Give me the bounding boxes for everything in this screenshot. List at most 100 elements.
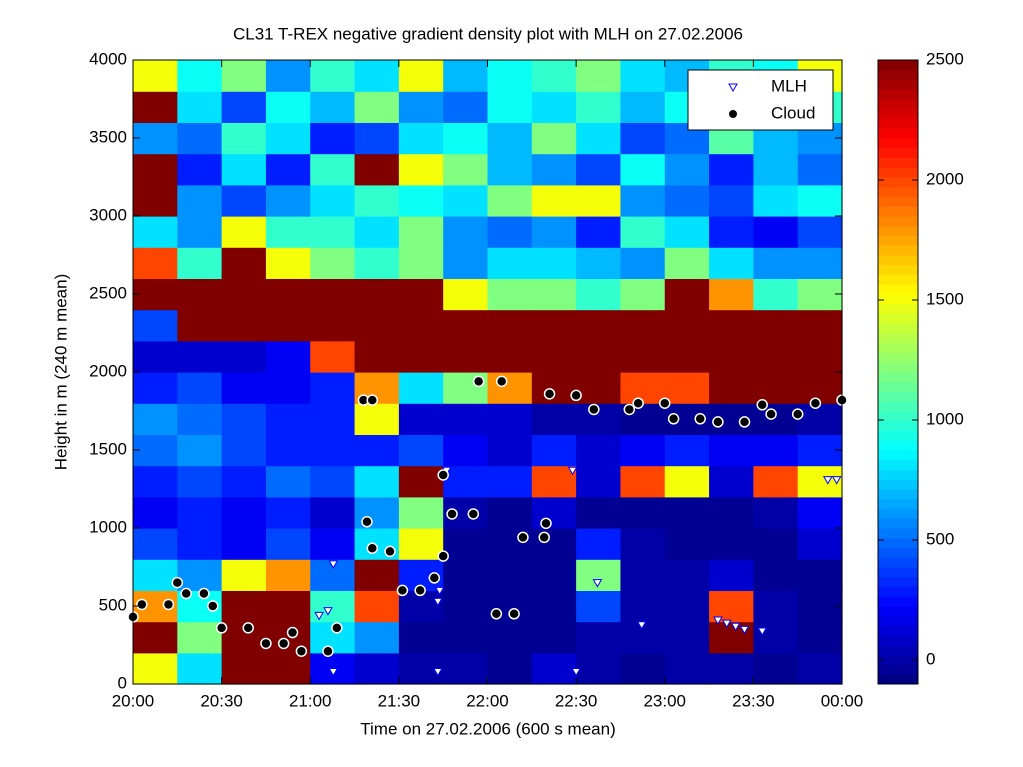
heatmap-cell	[133, 340, 178, 373]
heatmap-cell	[310, 340, 356, 373]
colorbar-segment	[878, 372, 918, 383]
heatmap-cell	[354, 434, 400, 467]
heatmap-cell	[177, 153, 223, 186]
heatmap-cell	[576, 122, 622, 155]
heatmap-cell	[664, 309, 710, 342]
colorbar-segment	[878, 615, 918, 626]
heatmap-cell	[354, 559, 400, 591]
heatmap-cell	[354, 122, 400, 155]
heatmap-cell	[310, 403, 356, 435]
heatmap-cell	[398, 184, 444, 217]
mlh-marker	[314, 611, 324, 621]
heatmap-cell	[753, 340, 799, 373]
mlh-marker	[567, 466, 578, 476]
heatmap-cell	[354, 590, 400, 623]
colorbar-segment	[878, 167, 918, 178]
heatmap-cell	[664, 528, 710, 560]
colorbar-segment	[878, 606, 918, 617]
cloud-marker	[361, 516, 373, 528]
colorbar-segment	[878, 567, 918, 578]
heatmap-cell	[576, 184, 622, 217]
colorbar-segment	[878, 235, 918, 246]
heatmap-cell	[443, 621, 489, 654]
heatmap-cell	[797, 309, 843, 342]
cloud-marker	[667, 413, 680, 425]
colorbar-segment	[878, 264, 918, 275]
heatmap-cell	[531, 309, 577, 342]
heatmap-cell	[177, 60, 223, 92]
heatmap-cell	[797, 403, 843, 435]
heatmap-cell	[354, 652, 400, 685]
cloud-marker	[538, 531, 550, 544]
colorbar-segment	[878, 196, 918, 207]
heatmap-cell	[576, 278, 622, 311]
heatmap-cell	[398, 309, 444, 342]
heatmap-cell	[531, 372, 577, 404]
heatmap-cell	[576, 590, 622, 623]
heatmap-cell	[531, 247, 577, 279]
colorbar-segment	[878, 625, 918, 636]
heatmap-cell	[221, 652, 267, 685]
heatmap-cell	[531, 278, 577, 311]
heatmap-cell	[664, 496, 710, 529]
heatmap-cell	[487, 153, 533, 186]
heatmap-cell	[531, 216, 577, 248]
colorbar-segment	[878, 674, 918, 685]
y-tick-label: 3500	[89, 127, 127, 146]
heatmap-cell	[177, 91, 223, 123]
heatmap-cell	[797, 340, 843, 373]
mlh-marker	[433, 668, 443, 677]
cloud-marker	[508, 608, 520, 620]
heatmap-cell	[177, 184, 223, 217]
cloud-marker	[517, 531, 529, 544]
heatmap-cell	[620, 528, 666, 560]
cloud-marker	[180, 587, 192, 600]
heatmap-cell	[443, 340, 489, 373]
heatmap-cell	[221, 340, 267, 373]
heatmap-cell	[310, 60, 356, 92]
heatmap-cell	[133, 434, 178, 467]
colorbar-segment	[878, 245, 918, 256]
heatmap-cell	[443, 528, 489, 560]
heatmap-cell	[576, 434, 622, 467]
x-tick-label: 21:00	[289, 691, 332, 710]
heatmap-cell	[310, 91, 356, 123]
colorbar-segment	[878, 147, 918, 158]
heatmap-cell	[133, 247, 178, 279]
heatmap-cell	[133, 309, 178, 342]
heatmap-cell	[487, 184, 533, 217]
heatmap-cell	[753, 184, 799, 217]
cloud-marker	[632, 397, 644, 409]
colorbar-segment	[878, 177, 918, 188]
heatmap-cell	[576, 91, 622, 123]
heatmap-cell	[753, 621, 799, 654]
heatmap-cell	[709, 247, 754, 279]
y-tick-label: 2500	[89, 283, 127, 302]
cloud-marker	[331, 622, 343, 634]
heatmap-cell	[443, 60, 489, 92]
legend-label: Cloud	[771, 103, 815, 122]
cloud-marker	[712, 416, 724, 428]
heatmap-cell	[753, 216, 799, 248]
colorbar-segment	[878, 420, 918, 431]
heatmap-cell	[753, 434, 799, 467]
heatmap-cell	[531, 496, 577, 529]
heatmap-cell	[221, 403, 267, 435]
mlh-marker	[730, 622, 741, 632]
heatmap-cell	[487, 434, 533, 467]
heatmap-cell	[709, 372, 754, 404]
heatmap-cell	[753, 559, 799, 591]
colorbar-segment	[878, 118, 918, 129]
heatmap-cell	[753, 153, 799, 186]
colorbar-tick-label: 500	[926, 529, 954, 548]
x-tick-label: 22:00	[466, 691, 509, 710]
colorbar-segment	[878, 323, 918, 334]
heatmap-cell	[177, 496, 223, 529]
heatmap-cell	[310, 465, 356, 498]
heatmap-cell	[531, 91, 577, 123]
heatmap-cell	[177, 559, 223, 591]
heatmap-cell	[133, 216, 178, 248]
cloud-marker	[198, 587, 210, 600]
colorbar-frame	[877, 59, 919, 685]
cloud-marker	[207, 600, 219, 612]
